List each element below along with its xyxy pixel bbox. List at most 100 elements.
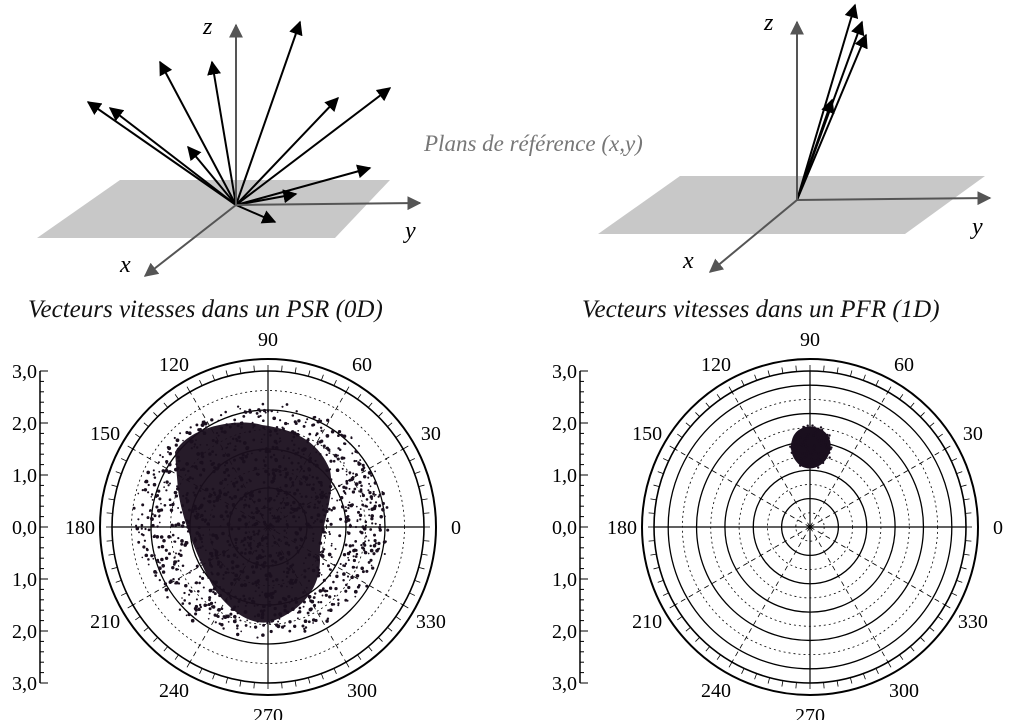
velocity-point [249, 497, 252, 500]
velocity-point [147, 558, 150, 561]
velocity-point [313, 506, 317, 509]
velocity-point [824, 439, 827, 442]
velocity-point [238, 440, 242, 443]
velocity-point [237, 565, 240, 568]
velocity-point [226, 567, 229, 571]
velocity-point [270, 595, 274, 600]
velocity-point [248, 493, 253, 497]
velocity-point [281, 556, 285, 559]
velocity-point [204, 487, 209, 492]
velocity-point [322, 562, 325, 566]
velocity-point [275, 425, 279, 429]
polar-tick [899, 394, 904, 400]
velocity-point [248, 410, 253, 414]
velocity-point [242, 459, 246, 464]
velocity-point [357, 461, 360, 464]
radial-scale-label: 1,0 [12, 569, 37, 591]
velocity-point [328, 595, 332, 599]
velocity-point [201, 576, 205, 580]
velocity-point [253, 604, 256, 607]
velocity-point [195, 423, 199, 427]
velocity-point [188, 593, 191, 596]
velocity-point [816, 457, 820, 461]
velocity-point [825, 446, 828, 449]
velocity-point [257, 408, 261, 412]
velocity-point [194, 486, 198, 490]
polar-tick [960, 484, 967, 488]
velocity-point [212, 580, 215, 583]
velocity-point [144, 527, 147, 531]
velocity-point [370, 564, 373, 567]
velocity-point [283, 506, 286, 509]
velocity-point [282, 497, 285, 500]
left-vector-diagram: z y x [37, 14, 422, 278]
velocity-point [354, 540, 358, 543]
velocity-point [254, 565, 259, 569]
velocity-point [303, 629, 307, 633]
velocity-point [318, 612, 322, 615]
polar-tick [225, 370, 229, 377]
velocity-point [161, 570, 166, 574]
velocity-point [370, 517, 374, 521]
velocity-point [273, 499, 276, 502]
velocity-point [200, 513, 204, 518]
velocity-point [815, 452, 818, 455]
right-y-axis [796, 191, 992, 206]
velocity-point [329, 568, 332, 572]
velocity-point [161, 564, 165, 568]
velocity-point [214, 551, 219, 556]
velocity-point [320, 573, 323, 576]
velocity-point [256, 532, 260, 536]
velocity-point [354, 525, 358, 529]
velocity-point [316, 566, 319, 569]
velocity-point [228, 534, 231, 537]
velocity-point [789, 445, 792, 448]
velocity-point [348, 442, 351, 445]
velocity-point [174, 523, 178, 527]
velocity-point [161, 455, 164, 459]
velocity-point [308, 474, 311, 477]
velocity-point [236, 632, 240, 637]
velocity-point [291, 483, 295, 487]
velocity-point [184, 584, 188, 588]
velocity-point [210, 540, 214, 544]
velocity-point [244, 548, 247, 551]
velocity-point [218, 585, 221, 589]
polar-tick [909, 646, 915, 652]
velocity-point [204, 518, 208, 522]
velocity-point [248, 536, 253, 541]
polar-tick [115, 579, 122, 583]
velocity-point [190, 509, 195, 513]
polar-tick [367, 402, 373, 408]
velocity-point [322, 578, 326, 582]
velocity-point [251, 600, 256, 604]
velocity-point [259, 410, 262, 413]
velocity-point [171, 533, 175, 537]
velocity-point [361, 546, 364, 550]
polar-tick [929, 626, 935, 632]
polar-tick [716, 654, 721, 660]
polar-tick [225, 677, 229, 684]
velocity-point [328, 530, 331, 534]
velocity-point [217, 494, 222, 499]
velocity-point [144, 553, 149, 558]
velocity-point [258, 510, 261, 513]
velocity-point [184, 541, 189, 545]
velocity-point [208, 607, 212, 611]
velocity-point [363, 475, 367, 479]
velocity-point [296, 468, 299, 471]
velocity-point [185, 430, 189, 435]
velocity-point [193, 506, 198, 511]
velocity-point [809, 450, 812, 454]
velocity-point [312, 532, 315, 536]
velocity-point [244, 454, 248, 459]
velocity-point [298, 480, 301, 482]
velocity-point [243, 515, 247, 519]
velocity-point [319, 426, 323, 430]
velocity-point [165, 489, 168, 492]
velocity-point [822, 440, 825, 444]
velocity-point [347, 556, 349, 559]
velocity-point [235, 546, 239, 550]
velocity-point [273, 541, 277, 545]
angle-label: 240 [159, 680, 189, 702]
